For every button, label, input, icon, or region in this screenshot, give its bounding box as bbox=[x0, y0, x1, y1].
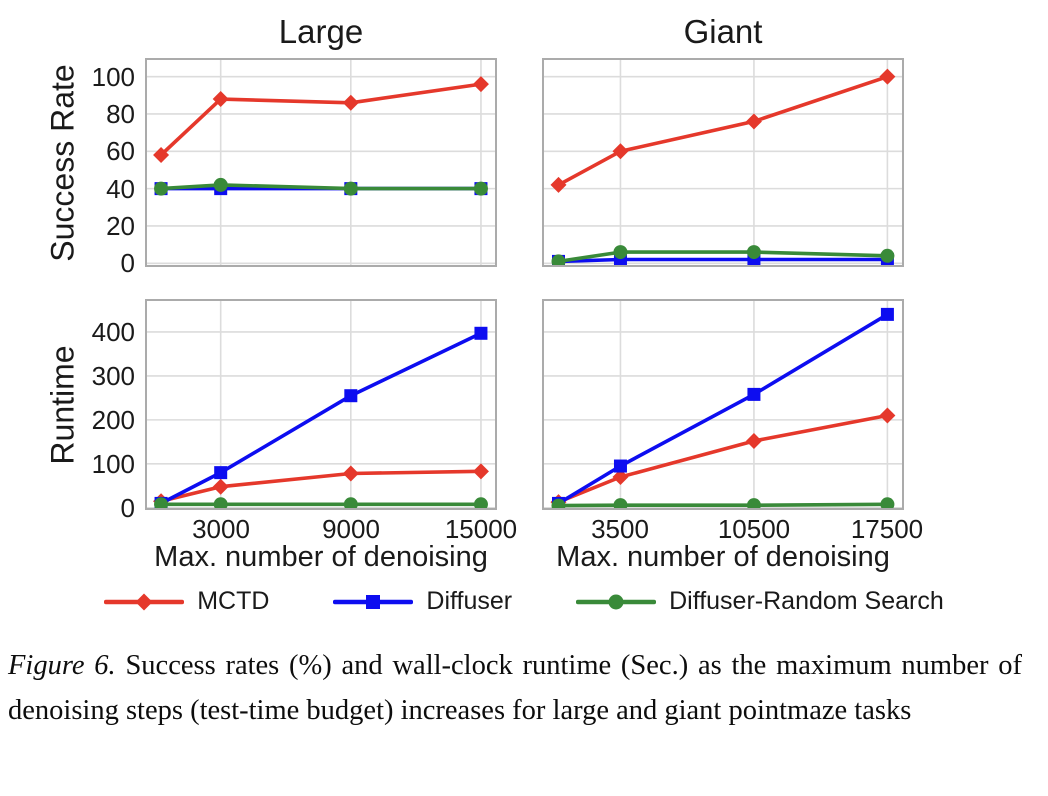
x-axis-label-large-runtime: Max. number of denoising bbox=[154, 541, 488, 573]
marker-diamond bbox=[745, 113, 762, 130]
plot-background bbox=[145, 58, 497, 267]
ytick-large-runtime-0: 0 bbox=[120, 493, 135, 523]
legend-label-diffuser: Diffuser bbox=[426, 587, 513, 615]
series-line-mctd bbox=[556, 413, 890, 504]
xtick-large-runtime-15000: 15000 bbox=[444, 514, 518, 544]
figure-caption-label: Figure 6. bbox=[8, 650, 116, 681]
legend-marker-circle-icon bbox=[576, 594, 657, 609]
marker-square bbox=[880, 307, 894, 321]
xtick-giant-runtime-10500: 10500 bbox=[717, 514, 791, 544]
xtick-giant-runtime-17500: 17500 bbox=[850, 514, 924, 544]
marker-circle bbox=[551, 498, 566, 510]
figure-caption-text: Success rates (%) and wall-clock runtime… bbox=[8, 650, 1023, 726]
series-line-diffuser-random-search bbox=[556, 502, 890, 508]
marker-circle bbox=[746, 498, 761, 510]
marker-circle bbox=[213, 177, 228, 192]
series-line-diffuser bbox=[159, 331, 483, 506]
plot-border bbox=[542, 58, 904, 267]
legend-item-mctd: MCTD bbox=[104, 587, 269, 616]
marker-square bbox=[613, 459, 627, 473]
ytick-large-success-60: 60 bbox=[106, 136, 135, 166]
xtick-large-runtime-3000: 3000 bbox=[192, 514, 250, 544]
marker-diamond bbox=[342, 465, 359, 482]
legend-label-mctd: MCTD bbox=[197, 587, 270, 615]
legend-label-diffuser-random-search: Diffuser-Random Search bbox=[669, 587, 944, 615]
chart-large-runtime bbox=[145, 299, 497, 510]
ytick-large-success-100: 100 bbox=[91, 62, 135, 92]
chart-large-success bbox=[145, 58, 497, 267]
marker-diamond bbox=[472, 76, 489, 93]
series-line-diffuser-random-search bbox=[556, 250, 890, 264]
marker-diamond bbox=[153, 147, 170, 164]
x-axis-label-giant-runtime: Max. number of denoising bbox=[556, 541, 890, 573]
marker-diamond bbox=[879, 68, 896, 85]
marker-circle bbox=[608, 594, 624, 609]
marker-diamond bbox=[879, 407, 896, 424]
plot-border bbox=[145, 58, 497, 267]
marker-diamond bbox=[212, 478, 229, 495]
ytick-large-runtime-300: 300 bbox=[91, 361, 135, 391]
ytick-large-runtime-400: 400 bbox=[91, 317, 135, 347]
marker-circle bbox=[551, 254, 566, 267]
ytick-large-success-80: 80 bbox=[106, 99, 135, 129]
marker-square bbox=[214, 466, 228, 480]
figure-caption: Figure 6. Success rates (%) and wall-clo… bbox=[8, 643, 1022, 733]
marker-circle bbox=[154, 181, 169, 196]
series-line-mctd bbox=[556, 74, 890, 187]
marker-diamond bbox=[612, 143, 629, 160]
marker-circle bbox=[880, 497, 895, 510]
ytick-large-runtime-100: 100 bbox=[91, 449, 135, 479]
series-line-diffuser bbox=[556, 257, 890, 264]
marker-diamond bbox=[135, 593, 153, 610]
marker-circle bbox=[613, 498, 628, 510]
marker-square bbox=[366, 594, 381, 609]
marker-diamond bbox=[212, 91, 229, 108]
marker-square bbox=[747, 387, 761, 401]
legend-marker-square-icon bbox=[333, 594, 414, 609]
marker-square bbox=[344, 389, 358, 403]
marker-circle bbox=[213, 497, 228, 510]
ytick-large-success-20: 20 bbox=[106, 211, 135, 241]
xtick-large-runtime-9000: 9000 bbox=[322, 514, 380, 544]
plot-border bbox=[542, 299, 904, 510]
legend-marker-diamond-icon bbox=[104, 593, 185, 610]
marker-diamond bbox=[342, 94, 359, 111]
marker-circle bbox=[880, 248, 895, 263]
chart-giant-runtime bbox=[542, 299, 904, 510]
marker-circle bbox=[473, 497, 488, 510]
marker-circle bbox=[343, 497, 358, 510]
marker-circle bbox=[154, 497, 169, 510]
chart-title-large-success: Large bbox=[278, 13, 364, 50]
marker-diamond bbox=[612, 469, 629, 486]
series-line-mctd bbox=[159, 469, 483, 503]
chart-giant-success bbox=[542, 58, 904, 267]
marker-square bbox=[474, 326, 488, 340]
plot-background bbox=[542, 299, 904, 510]
ytick-large-success-40: 40 bbox=[106, 174, 135, 204]
marker-circle bbox=[473, 181, 488, 196]
ytick-large-success-0: 0 bbox=[120, 248, 135, 278]
marker-circle bbox=[746, 245, 761, 260]
marker-diamond bbox=[472, 463, 489, 480]
marker-circle bbox=[343, 181, 358, 196]
ytick-large-runtime-200: 200 bbox=[91, 405, 135, 435]
marker-diamond bbox=[745, 432, 762, 449]
legend-item-diffuser: Diffuser bbox=[333, 587, 512, 616]
series-line-mctd bbox=[159, 82, 483, 157]
series-line-diffuser bbox=[556, 312, 890, 506]
marker-diamond bbox=[550, 176, 567, 193]
plot-border bbox=[145, 299, 497, 510]
legend-item-diffuser-random-search: Diffuser-Random Search bbox=[576, 587, 944, 616]
series-line-diffuser-random-search bbox=[159, 183, 483, 191]
legend: MCTD Diffuser Diffuser-Random Search bbox=[0, 587, 1048, 616]
chart-title-giant-success: Giant bbox=[683, 13, 763, 50]
plot-background bbox=[145, 299, 497, 510]
marker-circle bbox=[613, 245, 628, 260]
xtick-giant-runtime-3500: 3500 bbox=[591, 514, 649, 544]
